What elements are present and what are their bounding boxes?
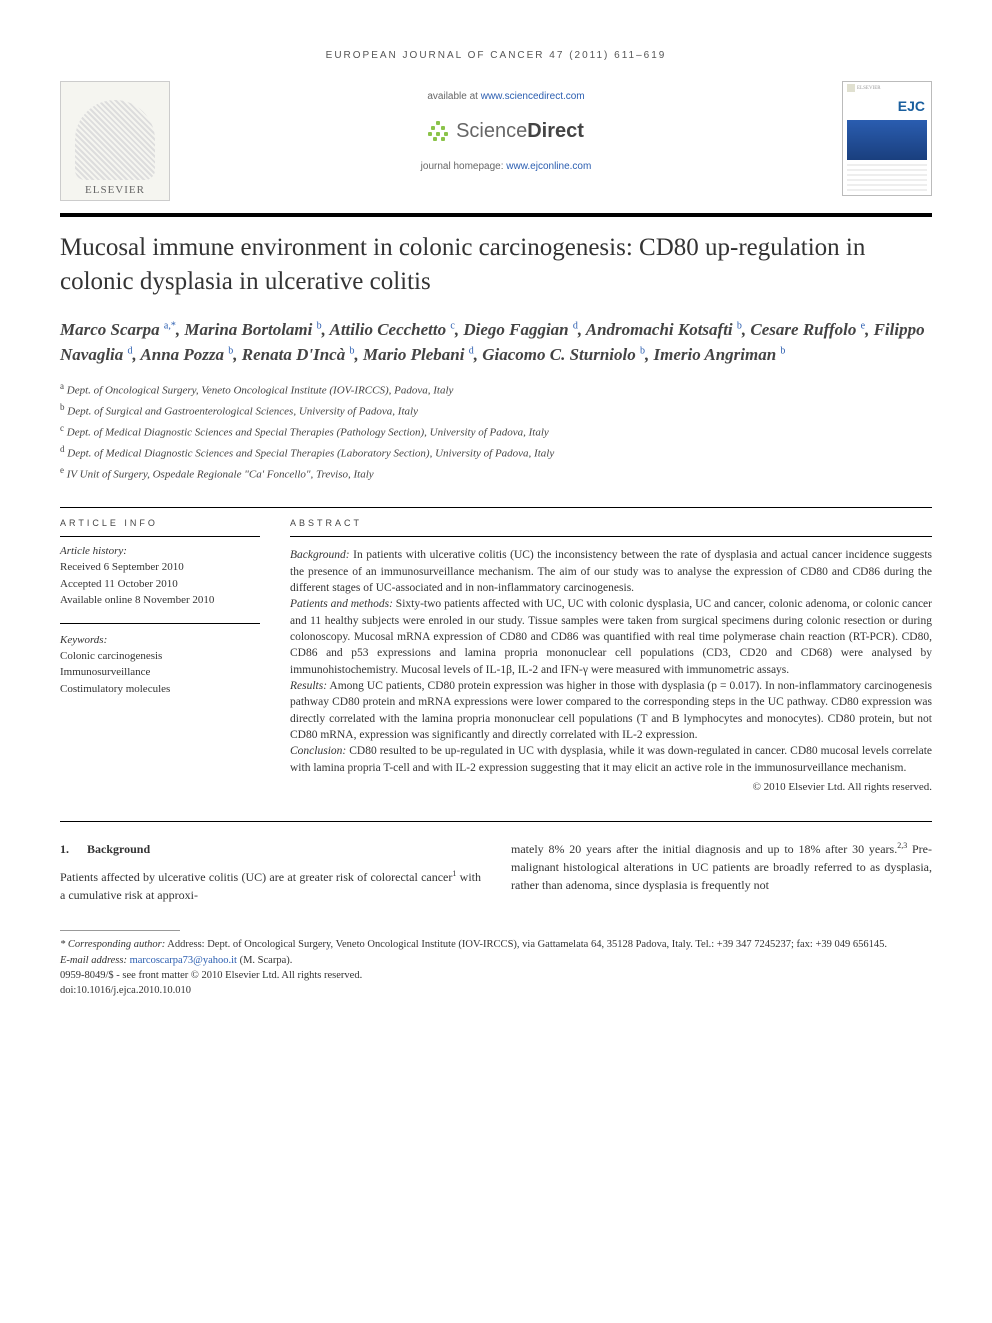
body-col2-text: mately 8% 20 years after the initial dia… [511,840,932,894]
keyword-item: Colonic carcinogenesis [60,648,260,665]
section-number: 1. [60,842,69,856]
abs-background-text: In patients with ulcerative colitis (UC)… [290,549,932,594]
keywords-label: Keywords: [60,623,260,646]
abs-methods-label: Patients and methods: [290,598,393,610]
elsevier-tree-icon [75,100,155,180]
corr-author-label: * Corresponding author: [60,939,165,950]
section-title: Background [87,842,150,856]
abstract-body: Background: In patients with ulcerative … [290,547,932,795]
homepage-line: journal homepage: www.ejconline.com [170,161,842,172]
article-history-label: Article history: [60,545,260,557]
keyword-item: Immunosurveillance [60,664,260,681]
abstract-header: ABSTRACT [290,508,932,537]
running-head: EUROPEAN JOURNAL OF CANCER 47 (2011) 611… [60,50,932,61]
elsevier-logo: ELSEVIER [60,81,170,201]
sd-brand-a: Science [456,120,527,142]
journal-homepage-link[interactable]: www.ejconline.com [506,161,591,172]
accepted-date: Accepted 11 October 2010 [60,576,260,593]
abstract-column: ABSTRACT Background: In patients with ul… [290,508,932,795]
email-suffix: (M. Scarpa). [237,955,292,966]
affiliation-line: b Dept. of Surgical and Gastroenterologi… [60,401,932,420]
body-col1-text: Patients affected by ulcerative colitis … [60,868,481,904]
available-prefix: available at [427,91,480,102]
email-label: E-mail address: [60,955,130,966]
journal-cover-thumbnail: ELSEVIER EJC [842,81,932,196]
body-columns: 1. Background Patients affected by ulcera… [60,840,932,904]
abs-conclusion-label: Conclusion: [290,745,346,757]
sciencedirect-logo: ScienceDirect [428,120,584,143]
issn-line: 0959-8049/$ - see front matter © 2010 El… [60,968,932,983]
affiliation-line: e IV Unit of Surgery, Ospedale Regionale… [60,464,932,483]
affiliation-line: a Dept. of Oncological Surgery, Veneto O… [60,380,932,399]
affiliation-line: d Dept. of Medical Diagnostic Sciences a… [60,443,932,462]
sciencedirect-burst-icon [428,121,450,143]
corr-author-text: Address: Dept. of Oncological Surgery, V… [165,939,887,950]
doi-line: doi:10.1016/j.ejca.2010.10.010 [60,983,932,998]
abs-conclusion-text: CD80 resulted to be up-regulated in UC w… [290,745,932,773]
abs-results-text: Among UC patients, CD80 protein expressi… [290,680,932,741]
elsevier-wordmark: ELSEVIER [85,184,145,200]
sciencedirect-link[interactable]: www.sciencedirect.com [481,91,585,102]
received-date: Received 6 September 2010 [60,559,260,576]
cover-elsevier-mini: ELSEVIER [843,82,931,94]
affiliation-line: c Dept. of Medical Diagnostic Sciences a… [60,422,932,441]
abstract-copyright: © 2010 Elsevier Ltd. All rights reserved… [290,780,932,796]
article-info-header: ARTICLE INFO [60,508,260,537]
corr-email-link[interactable]: marcoscarpa73@yahoo.it [130,955,237,966]
section-rule [60,821,932,822]
affiliations-block: a Dept. of Oncological Surgery, Veneto O… [60,380,932,484]
cover-brand: EJC [843,94,931,118]
footnote-rule [60,930,180,931]
homepage-prefix: journal homepage: [421,161,507,172]
journal-banner: ELSEVIER available at www.sciencedirect.… [60,81,932,217]
keyword-item: Costimulatory molecules [60,681,260,698]
abs-results-label: Results: [290,680,327,692]
article-info-column: ARTICLE INFO Article history: Received 6… [60,508,260,795]
sd-brand-b: Direct [527,120,584,142]
authors-list: Marco Scarpa a,*, Marina Bortolami b, At… [60,317,932,368]
online-date: Available online 8 November 2010 [60,592,260,609]
footnotes-block: * Corresponding author: Address: Dept. o… [60,937,932,998]
abs-background-label: Background: [290,549,350,561]
article-title: Mucosal immune environment in colonic ca… [60,231,932,299]
available-at-line: available at www.sciencedirect.com [170,91,842,102]
section-heading: 1. Background [60,840,481,858]
